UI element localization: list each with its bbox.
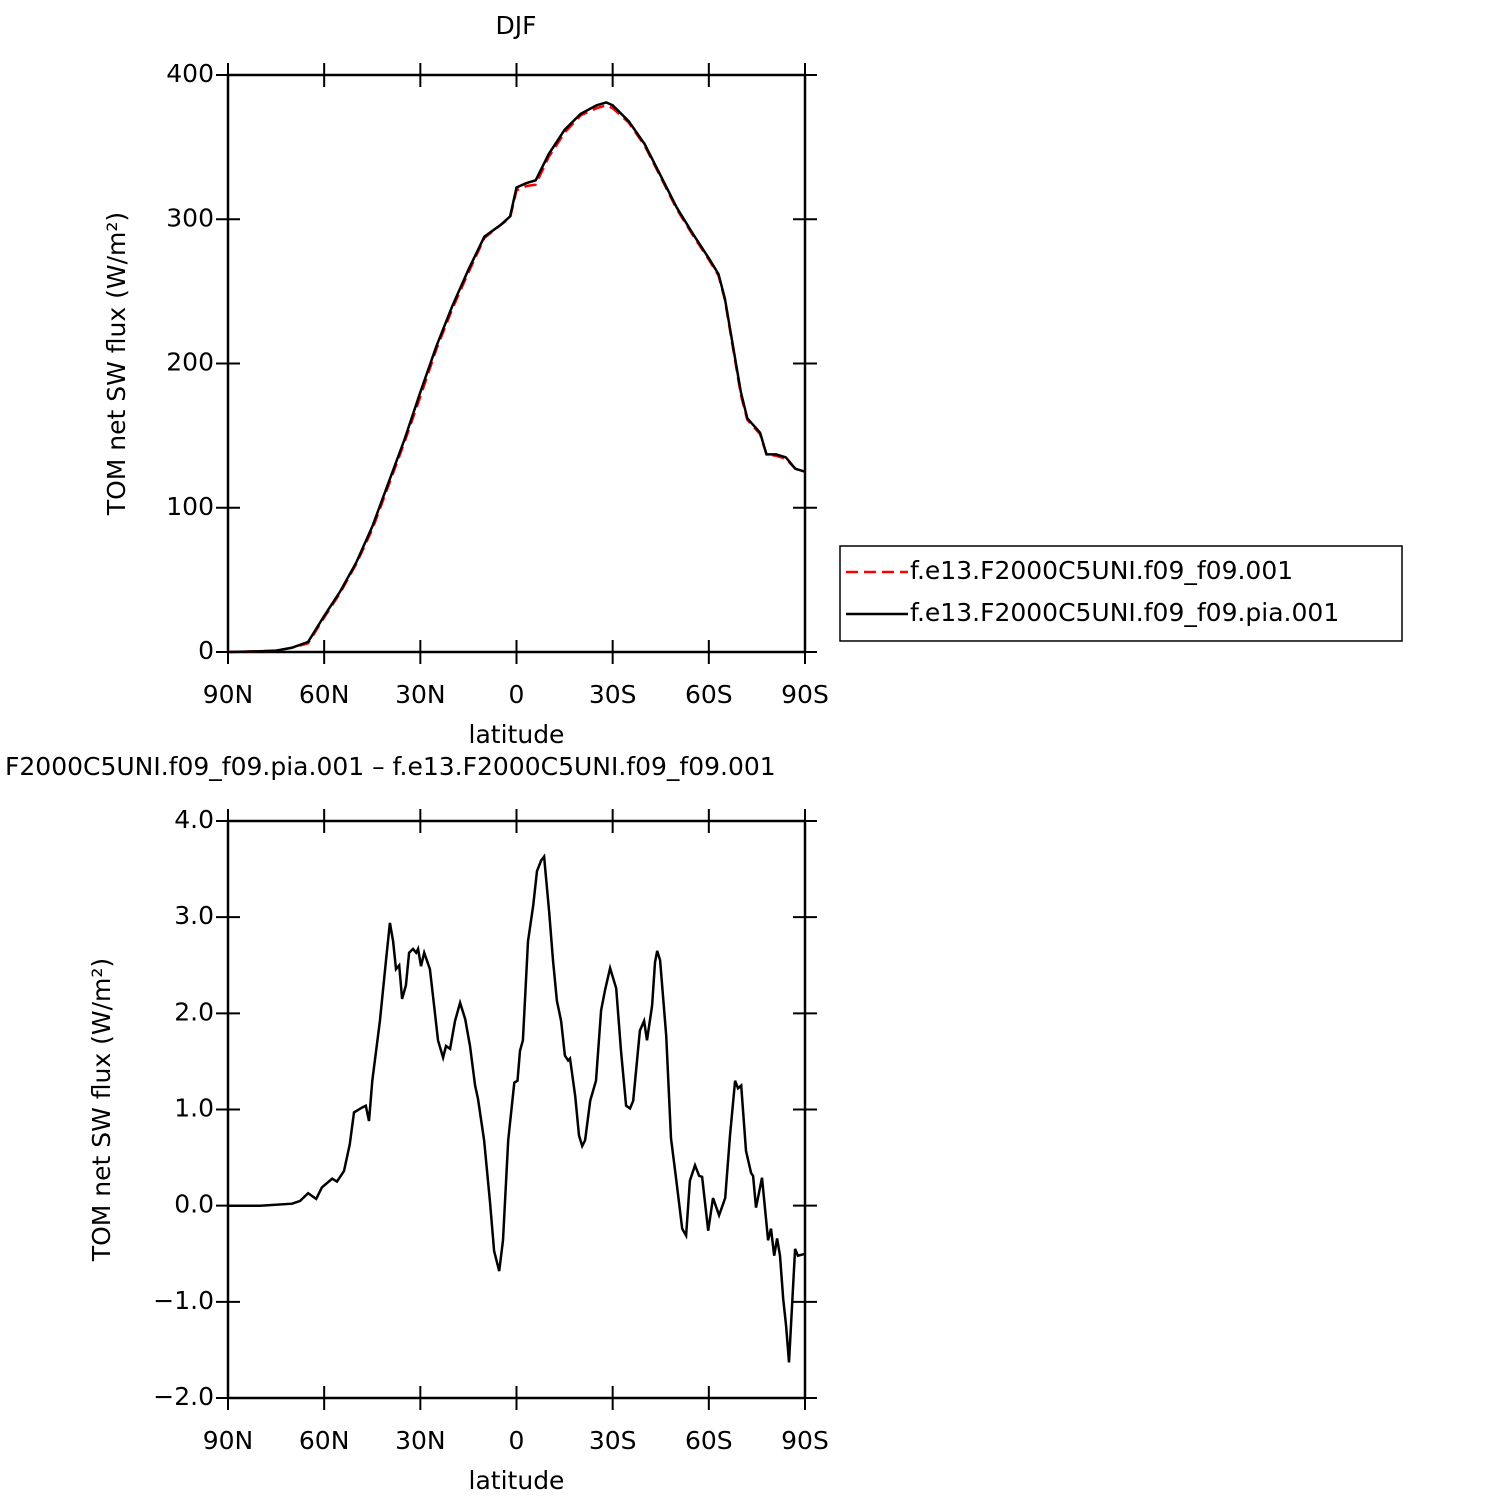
legend-box — [839, 545, 1403, 642]
x-tick-label: 60S — [685, 1426, 733, 1455]
x-axis-label: latitude — [469, 720, 565, 749]
plot-frame — [226, 819, 807, 1400]
series-line — [227, 101, 806, 654]
y-tick-label: 100 — [166, 492, 214, 521]
y-tick-label: −2.0 — [153, 1382, 214, 1411]
x-tick-label: 30N — [395, 680, 446, 709]
y-tick-label: 3.0 — [174, 901, 214, 930]
x-tick-label: 60N — [299, 680, 350, 709]
x-tick-label: 30S — [589, 1426, 637, 1455]
y-tick-label: 200 — [166, 348, 214, 377]
x-tick-label: 90S — [781, 680, 829, 709]
y-tick-label: 4.0 — [174, 805, 214, 834]
legend-label: f.e13.F2000C5UNI.f09_f09.pia.001 — [910, 598, 1339, 627]
y-tick-label: 0 — [198, 636, 214, 665]
y-tick-label: 1.0 — [174, 1094, 214, 1123]
x-tick-label: 0 — [509, 680, 525, 709]
x-tick-label: 90N — [203, 1426, 254, 1455]
chart-title: DJF — [495, 11, 536, 40]
chart-title: F2000C5UNI.f09_f09.pia.001 – f.e13.F2000… — [5, 752, 776, 781]
x-tick-label: 30S — [589, 680, 637, 709]
x-tick-label: 60S — [685, 680, 733, 709]
y-axis-label: TOM net SW flux (W/m²) — [87, 958, 116, 1262]
y-tick-label: 0.0 — [174, 1190, 214, 1219]
x-tick-label: 90S — [781, 1426, 829, 1455]
x-axis-label: latitude — [469, 1466, 565, 1495]
x-tick-label: 0 — [509, 1426, 525, 1455]
series-line — [228, 853, 806, 1363]
x-tick-label: 30N — [395, 1426, 446, 1455]
x-tick-label: 90N — [203, 680, 254, 709]
y-tick-label: 400 — [166, 59, 214, 88]
x-tick-label: 60N — [299, 1426, 350, 1455]
y-tick-label: 300 — [166, 203, 214, 232]
y-axis-label: TOM net SW flux (W/m²) — [102, 212, 131, 516]
legend-label: f.e13.F2000C5UNI.f09_f09.001 — [910, 556, 1293, 585]
y-tick-label: −1.0 — [153, 1286, 214, 1315]
plot-frame — [226, 73, 807, 654]
y-tick-label: 2.0 — [174, 997, 214, 1026]
